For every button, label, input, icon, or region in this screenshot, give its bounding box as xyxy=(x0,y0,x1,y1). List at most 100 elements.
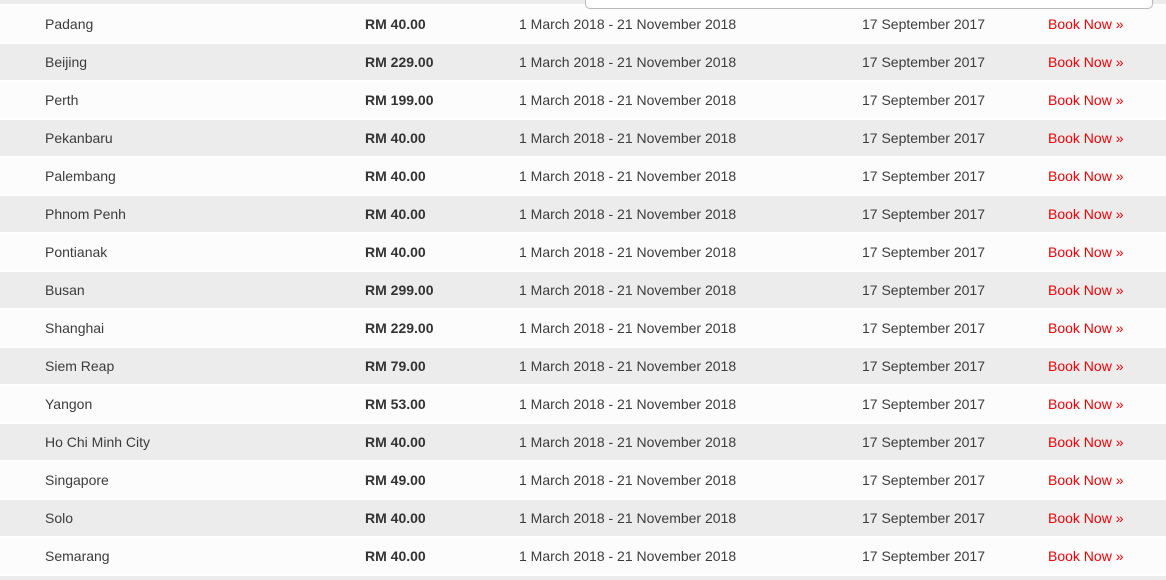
destination-cell: Palembang xyxy=(45,168,116,184)
travel-period-cell: 1 March 2018 - 21 November 2018 xyxy=(519,130,737,146)
action-cell: Book Now » xyxy=(1048,206,1166,222)
table-row-partial-top xyxy=(0,0,1166,6)
cropped-input-box[interactable] xyxy=(585,0,1153,9)
book-by-cell: 17 September 2017 xyxy=(862,320,985,336)
destination-cell: Siem Reap xyxy=(45,358,115,374)
fare-row: Pontianak RM 40.00 1 March 2018 - 21 Nov… xyxy=(0,234,1166,272)
book-by-cell: 17 September 2017 xyxy=(862,92,985,108)
book-by-cell: 17 September 2017 xyxy=(862,244,985,260)
price-cell: RM 79.00 xyxy=(365,358,426,374)
destination-cell: Phnom Penh xyxy=(45,206,126,222)
travel-period-cell: 1 March 2018 - 21 November 2018 xyxy=(519,244,737,260)
travel-period-cell: 1 March 2018 - 21 November 2018 xyxy=(519,92,737,108)
travel-period-cell: 1 March 2018 - 21 November 2018 xyxy=(519,472,737,488)
price-cell: RM 299.00 xyxy=(365,282,434,298)
fare-row: Beijing RM 229.00 1 March 2018 - 21 Nove… xyxy=(0,44,1166,82)
book-by-cell: 17 September 2017 xyxy=(862,510,985,526)
book-now-link[interactable]: Book Now » xyxy=(1048,510,1124,526)
book-by-cell: 17 September 2017 xyxy=(862,396,985,412)
action-cell: Book Now » xyxy=(1048,358,1166,374)
book-now-link[interactable]: Book Now » xyxy=(1048,92,1124,108)
destination-cell: Beijing xyxy=(45,54,88,70)
destination-cell: Shanghai xyxy=(45,320,105,336)
travel-period-cell: 1 March 2018 - 21 November 2018 xyxy=(519,396,737,412)
table-row-partial-bottom xyxy=(0,576,1166,580)
action-cell: Book Now » xyxy=(1048,282,1166,298)
action-cell: Book Now » xyxy=(1048,472,1166,488)
book-by-cell: 17 September 2017 xyxy=(862,548,985,564)
book-by-cell: 17 September 2017 xyxy=(862,168,985,184)
book-now-link[interactable]: Book Now » xyxy=(1048,472,1124,488)
book-now-link[interactable]: Book Now » xyxy=(1048,358,1124,374)
travel-period-cell: 1 March 2018 - 21 November 2018 xyxy=(519,168,737,184)
fare-row: Solo RM 40.00 1 March 2018 - 21 November… xyxy=(0,500,1166,538)
price-cell: RM 40.00 xyxy=(365,168,426,184)
book-by-cell: 17 September 2017 xyxy=(862,16,985,32)
travel-period-cell: 1 March 2018 - 21 November 2018 xyxy=(519,282,737,298)
destination-cell: Yangon xyxy=(45,396,93,412)
travel-period-cell: 1 March 2018 - 21 November 2018 xyxy=(519,510,737,526)
fare-row: Shanghai RM 229.00 1 March 2018 - 21 Nov… xyxy=(0,310,1166,348)
action-cell: Book Now » xyxy=(1048,130,1166,146)
fare-row: Pekanbaru RM 40.00 1 March 2018 - 21 Nov… xyxy=(0,120,1166,158)
book-now-link[interactable]: Book Now » xyxy=(1048,548,1124,564)
book-now-link[interactable]: Book Now » xyxy=(1048,320,1124,336)
fare-row: Perth RM 199.00 1 March 2018 - 21 Novemb… xyxy=(0,82,1166,120)
price-cell: RM 199.00 xyxy=(365,92,434,108)
action-cell: Book Now » xyxy=(1048,320,1166,336)
book-now-link[interactable]: Book Now » xyxy=(1048,16,1124,32)
book-by-cell: 17 September 2017 xyxy=(862,206,985,222)
travel-period-cell: 1 March 2018 - 21 November 2018 xyxy=(519,434,737,450)
book-now-link[interactable]: Book Now » xyxy=(1048,282,1124,298)
fares-table: Padang RM 40.00 1 March 2018 - 21 Novemb… xyxy=(0,6,1166,576)
book-by-cell: 17 September 2017 xyxy=(862,472,985,488)
price-cell: RM 40.00 xyxy=(365,130,426,146)
price-cell: RM 53.00 xyxy=(365,396,426,412)
book-by-cell: 17 September 2017 xyxy=(862,358,985,374)
action-cell: Book Now » xyxy=(1048,16,1166,32)
price-cell: RM 40.00 xyxy=(365,548,426,564)
action-cell: Book Now » xyxy=(1048,168,1166,184)
price-cell: RM 229.00 xyxy=(365,54,434,70)
fare-row: Semarang RM 40.00 1 March 2018 - 21 Nove… xyxy=(0,538,1166,576)
book-now-link[interactable]: Book Now » xyxy=(1048,244,1124,260)
price-cell: RM 40.00 xyxy=(365,510,426,526)
book-now-link[interactable]: Book Now » xyxy=(1048,54,1124,70)
destination-cell: Ho Chi Minh City xyxy=(45,434,151,450)
action-cell: Book Now » xyxy=(1048,434,1166,450)
travel-period-cell: 1 March 2018 - 21 November 2018 xyxy=(519,16,737,32)
fare-row: Siem Reap RM 79.00 1 March 2018 - 21 Nov… xyxy=(0,348,1166,386)
book-now-link[interactable]: Book Now » xyxy=(1048,396,1124,412)
destination-cell: Padang xyxy=(45,16,94,32)
price-cell: RM 40.00 xyxy=(365,244,426,260)
fare-row: Padang RM 40.00 1 March 2018 - 21 Novemb… xyxy=(0,6,1166,44)
destination-cell: Singapore xyxy=(45,472,109,488)
book-by-cell: 17 September 2017 xyxy=(862,54,985,70)
travel-period-cell: 1 March 2018 - 21 November 2018 xyxy=(519,548,737,564)
price-cell: RM 40.00 xyxy=(365,16,426,32)
book-now-link[interactable]: Book Now » xyxy=(1048,206,1124,222)
travel-period-cell: 1 March 2018 - 21 November 2018 xyxy=(519,358,737,374)
action-cell: Book Now » xyxy=(1048,548,1166,564)
book-now-link[interactable]: Book Now » xyxy=(1048,130,1124,146)
action-cell: Book Now » xyxy=(1048,54,1166,70)
fare-row: Phnom Penh RM 40.00 1 March 2018 - 21 No… xyxy=(0,196,1166,234)
fare-row: Ho Chi Minh City RM 40.00 1 March 2018 -… xyxy=(0,424,1166,462)
destination-cell: Busan xyxy=(45,282,85,298)
book-now-link[interactable]: Book Now » xyxy=(1048,434,1124,450)
action-cell: Book Now » xyxy=(1048,396,1166,412)
fare-row: Yangon RM 53.00 1 March 2018 - 21 Novemb… xyxy=(0,386,1166,424)
fare-row: Busan RM 299.00 1 March 2018 - 21 Novemb… xyxy=(0,272,1166,310)
travel-period-cell: 1 March 2018 - 21 November 2018 xyxy=(519,206,737,222)
book-by-cell: 17 September 2017 xyxy=(862,282,985,298)
fare-row: Palembang RM 40.00 1 March 2018 - 21 Nov… xyxy=(0,158,1166,196)
book-now-link[interactable]: Book Now » xyxy=(1048,168,1124,184)
fare-row: Singapore RM 49.00 1 March 2018 - 21 Nov… xyxy=(0,462,1166,500)
destination-cell: Pontianak xyxy=(45,244,108,260)
action-cell: Book Now » xyxy=(1048,244,1166,260)
destination-cell: Pekanbaru xyxy=(45,130,113,146)
price-cell: RM 49.00 xyxy=(365,472,426,488)
price-cell: RM 40.00 xyxy=(365,206,426,222)
destination-cell: Semarang xyxy=(45,548,110,564)
